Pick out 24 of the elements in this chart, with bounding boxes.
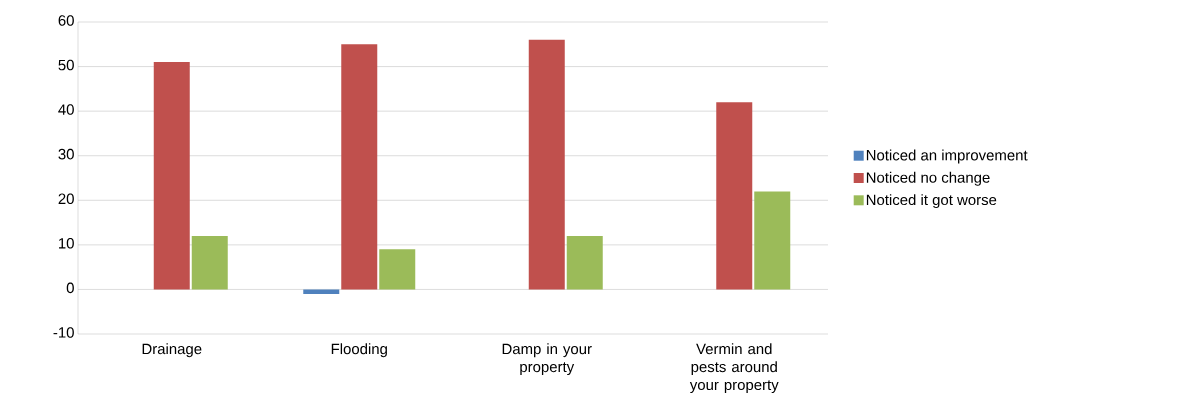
bar: [303, 289, 340, 294]
legend-label: Noticed no change: [866, 171, 990, 186]
bar: [379, 249, 416, 290]
y-tick-label: 60: [58, 15, 74, 26]
bar: [716, 102, 753, 290]
legend-label: Noticed it got worse: [866, 194, 997, 209]
legend-label: Noticed an improvement: [866, 149, 1028, 164]
x-tick-label: Flooding: [331, 343, 387, 358]
bar: [191, 235, 228, 290]
bar: [754, 191, 791, 290]
y-tick-label: 10: [59, 238, 74, 249]
x-tick-label: Vermin and pests around your property: [689, 343, 779, 394]
x-tick-label: Drainage: [142, 343, 202, 358]
y-tick-label: 50: [58, 59, 74, 71]
y-tick-label: -10: [53, 327, 74, 338]
bar: [153, 62, 190, 290]
y-tick-label: 30: [58, 148, 74, 160]
y-tick-label: 20: [58, 193, 74, 205]
bar: [566, 235, 603, 290]
bar: [341, 44, 378, 290]
y-tick-label: 0: [66, 282, 74, 294]
x-tick-label: Damp in your property: [502, 343, 592, 376]
bar: [528, 39, 565, 290]
y-tick-label: 40: [58, 104, 74, 115]
